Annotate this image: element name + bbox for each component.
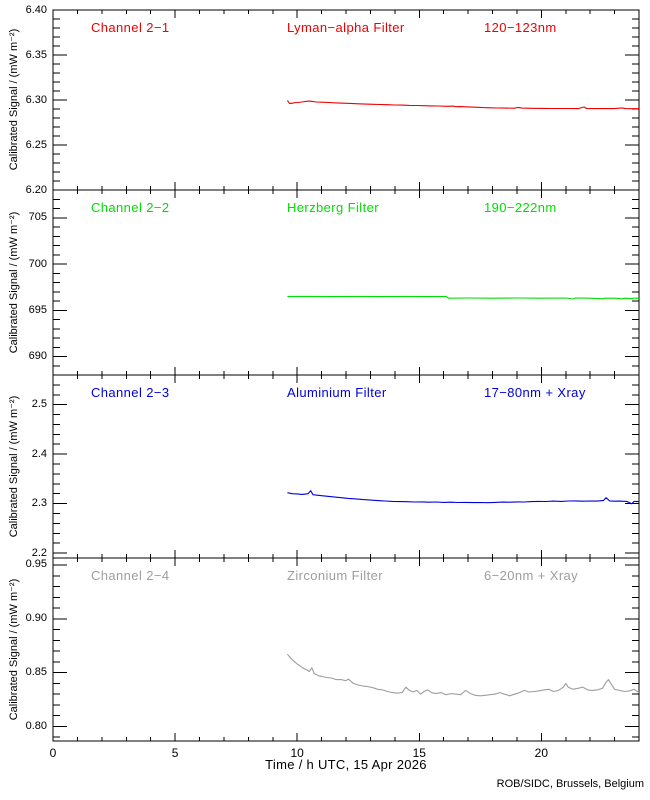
channel-label: Channel 2−2 — [91, 200, 170, 215]
y-tick-label: 6.25 — [25, 138, 47, 151]
x-tick-label: 15 — [412, 746, 426, 760]
filter-label: Herzberg Filter — [287, 200, 379, 215]
channel-label: Channel 2−3 — [91, 385, 170, 400]
y-axis-title: Calibrated Signal / (mW m⁻²) — [7, 211, 20, 353]
x-tick-label: 0 — [49, 746, 57, 760]
y-tick-label: 6.35 — [25, 48, 47, 61]
y-tick-label: 2.3 — [31, 497, 47, 510]
y-tick-label: 0.90 — [25, 612, 47, 625]
y-tick-label: 0.80 — [25, 719, 47, 732]
y-axis-title: Calibrated Signal / (mW m⁻²) — [7, 28, 20, 171]
y-tick-label: 705 — [28, 211, 47, 224]
band-label: 190−222nm — [484, 200, 557, 215]
y-tick-label: 0.85 — [25, 666, 47, 679]
y-tick-label: 2.5 — [31, 398, 47, 411]
series-curve-1 — [286, 100, 639, 110]
y-tick-label: 6.30 — [25, 93, 47, 106]
channel-label: Channel 2−1 — [91, 20, 170, 35]
y-tick-label: 700 — [28, 257, 47, 270]
y-tick-label: 2.4 — [31, 447, 47, 460]
y-axis-title: Calibrated Signal / (mW m⁻²) — [7, 578, 20, 720]
y-tick-label: 2.2 — [31, 546, 47, 559]
y-tick-label: 6.20 — [25, 183, 47, 196]
filter-label: Aluminium Filter — [287, 385, 387, 400]
filter-label: Zirconium Filter — [287, 568, 383, 583]
band-label: 6−20nm + Xray — [484, 568, 579, 583]
series-curve-3 — [287, 490, 640, 505]
x-tick-label: 5 — [171, 746, 179, 760]
y-tick-label: 0.95 — [25, 558, 47, 571]
x-axis-title: Time / h UTC, 15 Apr 2026 — [265, 757, 427, 772]
y-tick-label: 6.40 — [25, 3, 47, 16]
filter-label: Lyman−alpha Filter — [287, 20, 405, 35]
band-label: 17−80nm + Xray — [484, 385, 586, 400]
channel-label: Channel 2−4 — [91, 568, 170, 583]
y-tick-label: 695 — [28, 303, 47, 316]
credit-text: ROB/SIDC, Brussels, Belgium — [496, 778, 644, 790]
y-axis-title: Calibrated Signal / (mW m⁻²) — [7, 395, 20, 537]
band-label: 120−123nm — [484, 20, 557, 35]
x-tick-label: 10 — [290, 746, 304, 760]
y-tick-label: 690 — [28, 350, 47, 362]
series-curve-2 — [287, 295, 639, 300]
x-tick-label: 20 — [534, 746, 548, 760]
series-curve-4 — [286, 653, 640, 697]
